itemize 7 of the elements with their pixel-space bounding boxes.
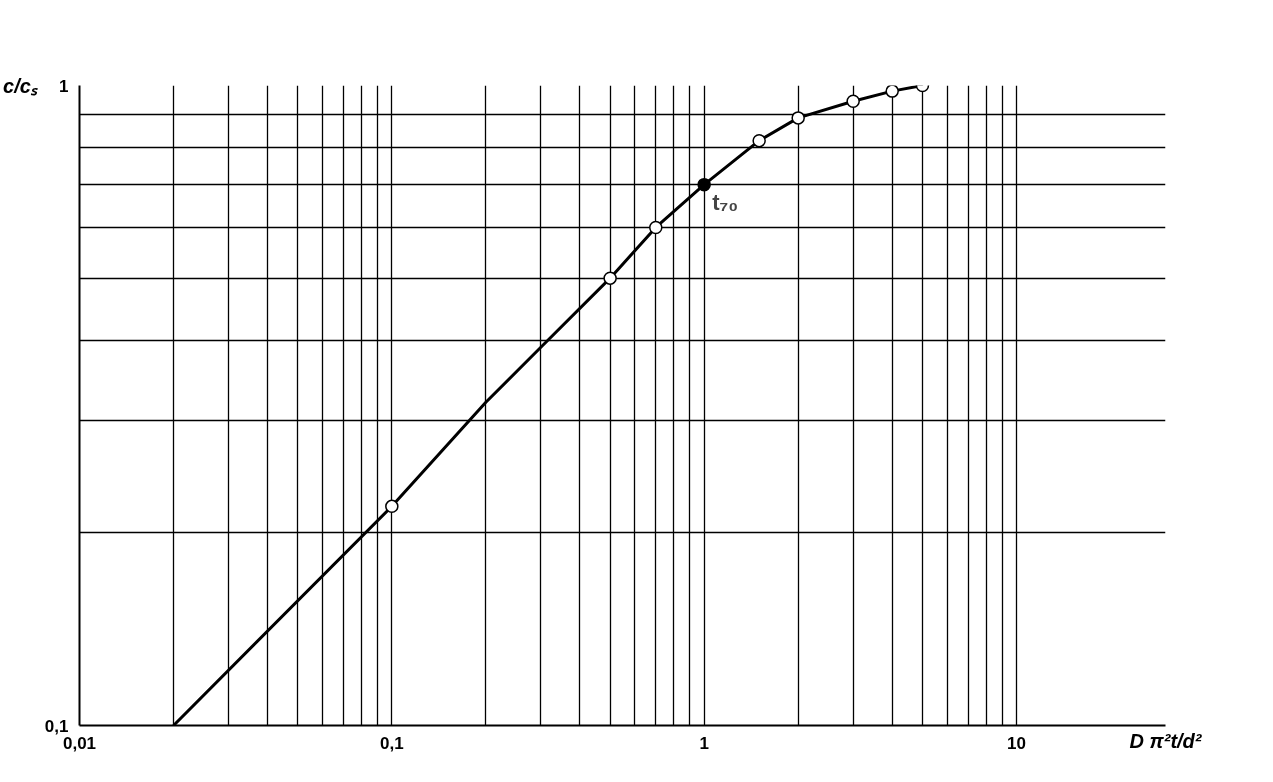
x-tick-label: 10 [1007, 733, 1026, 753]
x-tick-label: 0,01 [62, 733, 97, 753]
annotation: t₇₀ [712, 189, 739, 215]
y-axis-title: c/cₛ [3, 74, 39, 97]
x-tick-label: 1 [699, 733, 709, 753]
x-axis-title: D π²t/d² [1129, 729, 1203, 752]
x-tick-label: 0,1 [380, 733, 404, 753]
